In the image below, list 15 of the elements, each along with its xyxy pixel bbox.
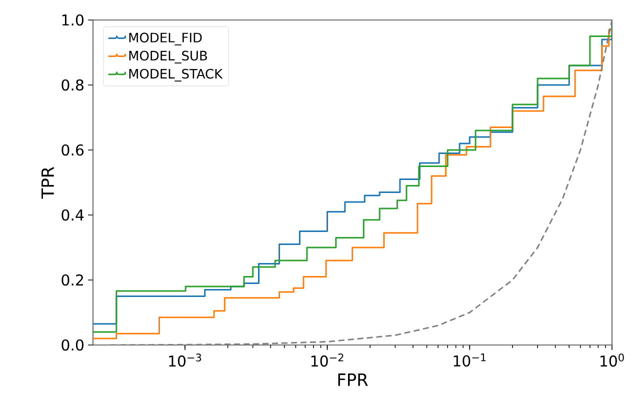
x-tick-label: 10$^{−2}$ [311,354,344,367]
y-tick-label: 1.0 [62,14,84,26]
y-tick-label: 0.4 [62,209,84,221]
x-axis-title: FPR [338,374,368,386]
y-axis-title: TPR [42,166,54,199]
x-tick-label: 10$^{0}$ [600,354,624,367]
y-tick-label: 0.6 [62,144,84,156]
legend-label: MODEL_SUB [129,50,207,64]
y-tick-label: 0.0 [62,339,84,351]
legend-label: MODEL_STACK [129,68,223,82]
y-tick-label: 0.8 [62,79,84,91]
y-tick-label: 0.2 [62,274,83,286]
x-tick-label: 10$^{−3}$ [169,354,202,367]
legend-label: MODEL_FID [129,32,202,46]
x-tick-label: 10$^{−1}$ [454,354,486,367]
